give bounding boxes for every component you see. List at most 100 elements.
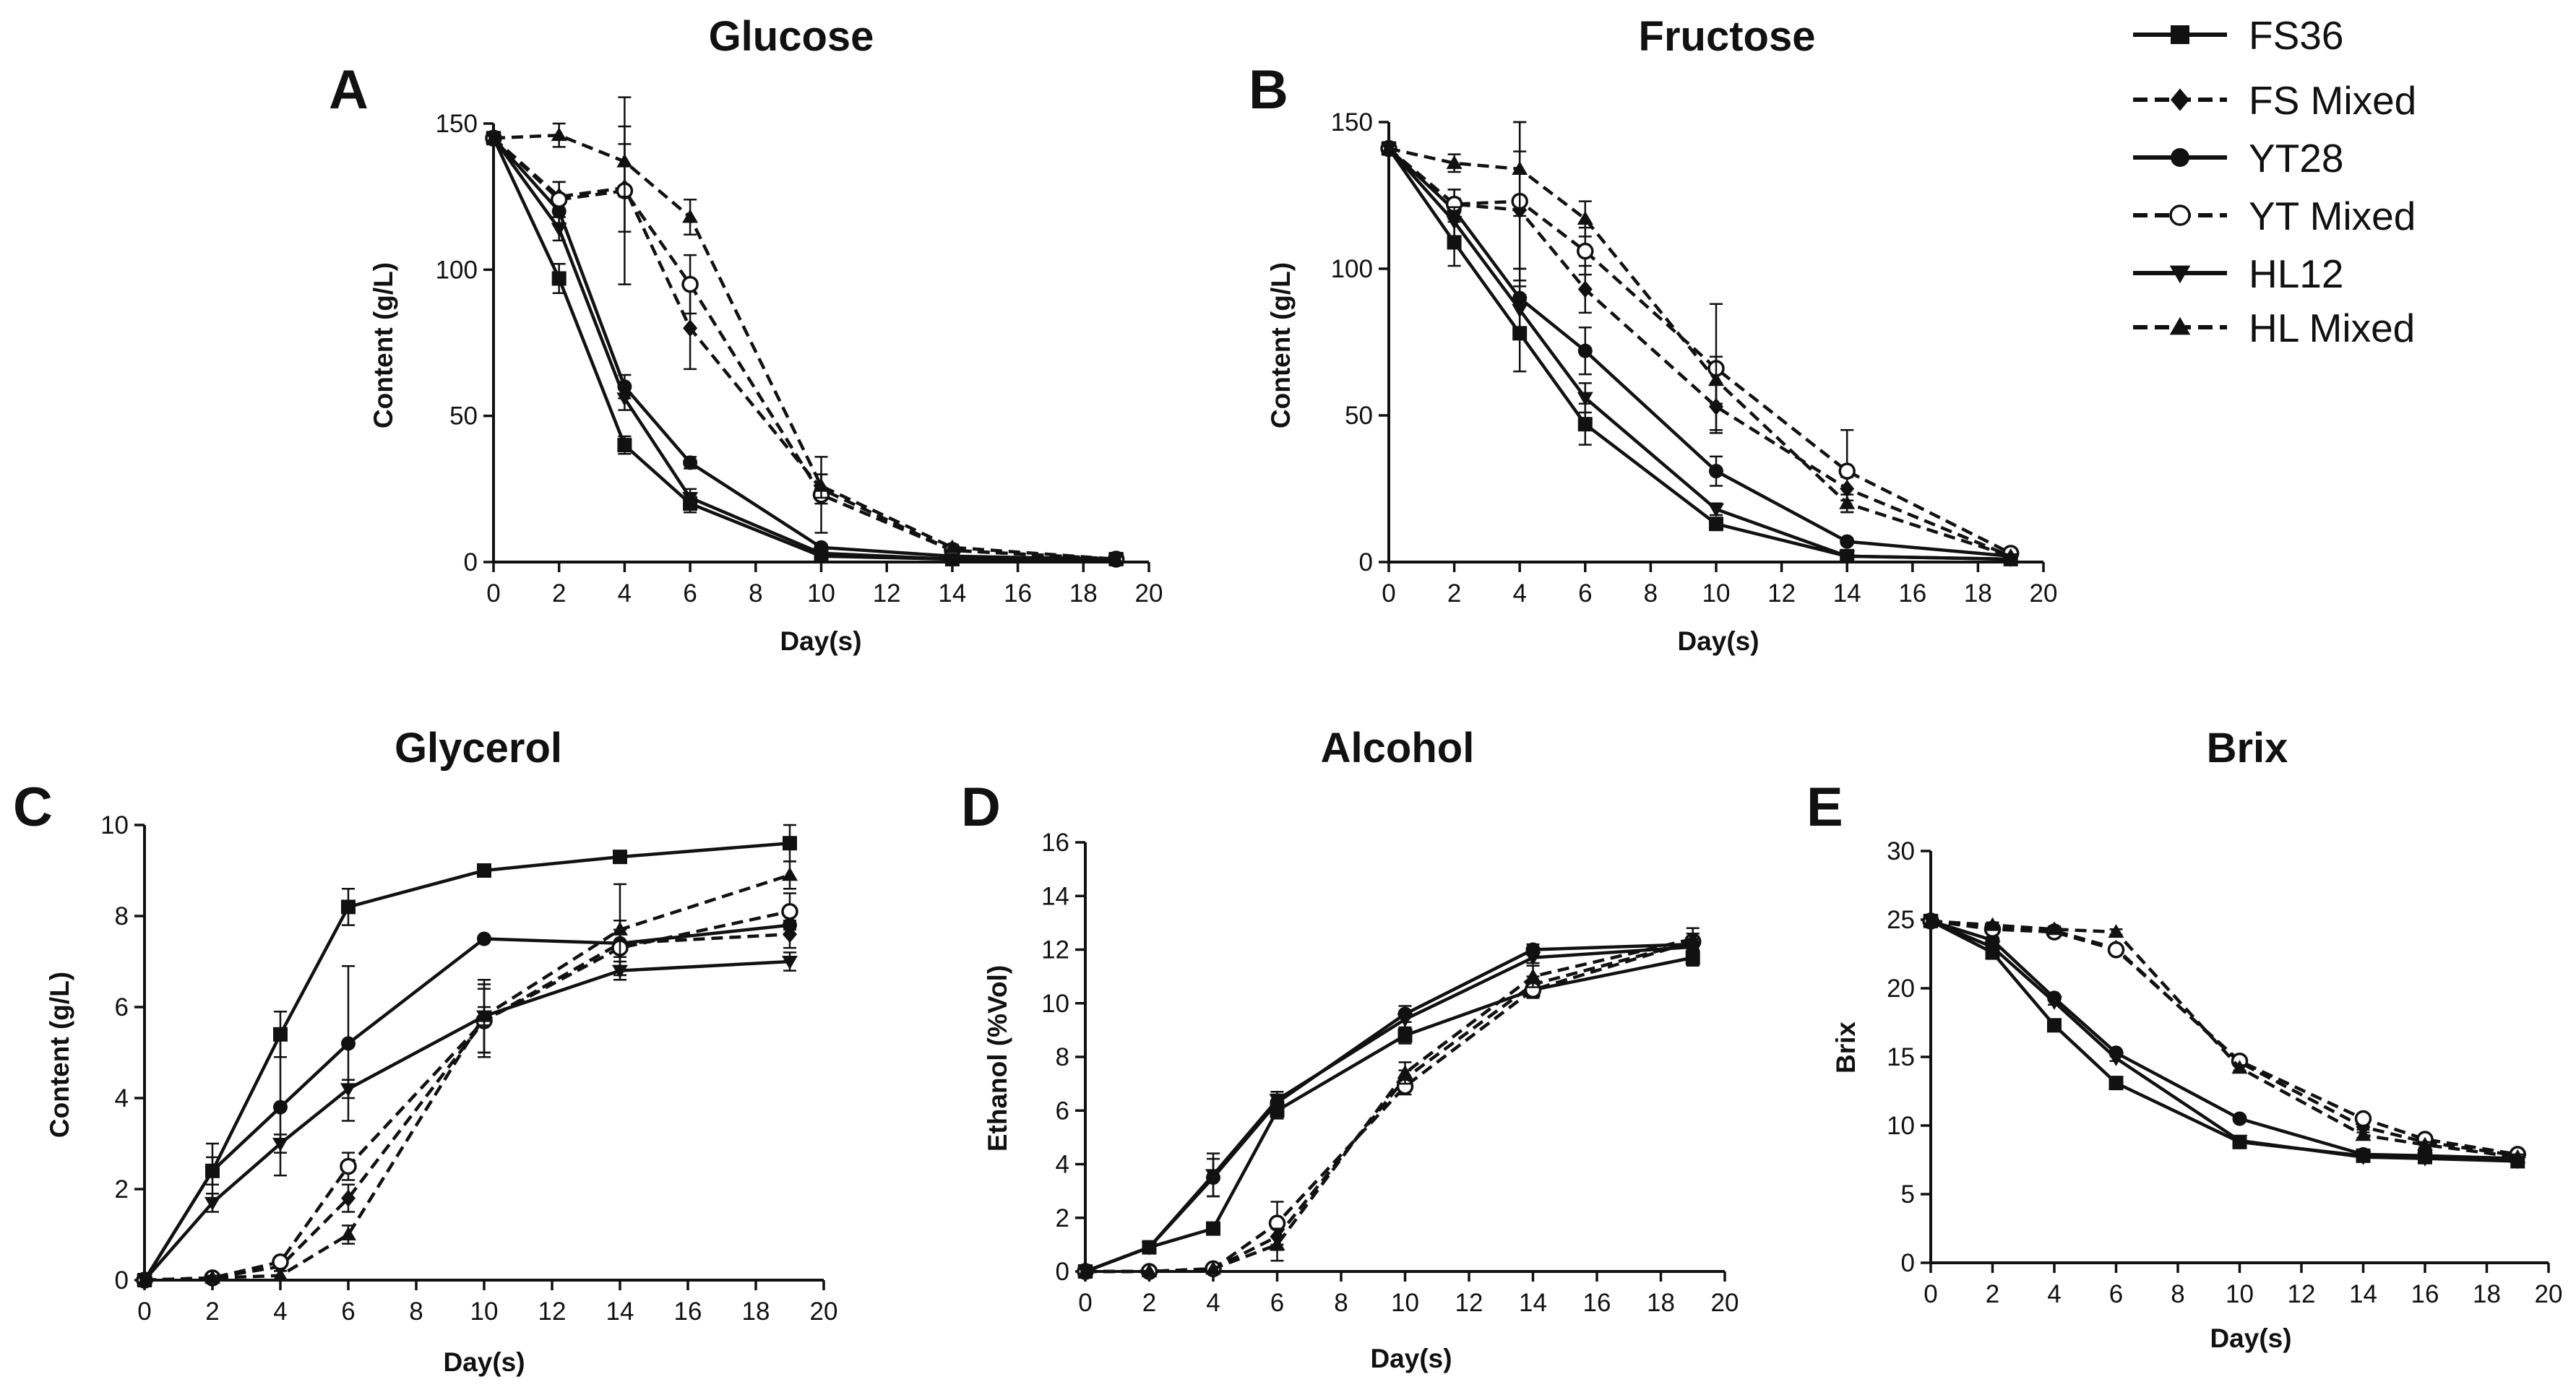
data-point — [137, 1272, 152, 1286]
data-point — [273, 1100, 288, 1115]
data-point — [476, 1008, 492, 1022]
legend-entry-fs-mixed: FS Mixed — [2133, 78, 2416, 123]
data-point — [2046, 996, 2062, 1010]
series-line — [1085, 940, 1694, 1274]
series-hl12 — [1381, 142, 2019, 567]
y-tick-label: 10 — [100, 811, 129, 839]
x-tick-label: 10 — [807, 579, 835, 608]
y-tick-label: 16 — [1041, 829, 1069, 857]
y-tick-label: 50 — [1345, 402, 1373, 430]
series-fs-mixed — [1924, 912, 2525, 1165]
series-line — [1387, 147, 2012, 555]
data-point — [1577, 343, 1593, 358]
x-tick-label: 10 — [1391, 1289, 1419, 1317]
data-point — [616, 392, 633, 407]
x-axis-label: Day(s) — [1677, 626, 1759, 656]
data-point — [477, 863, 491, 878]
series-line — [1930, 919, 2518, 1163]
data-point — [272, 1138, 288, 1152]
x-tick-label: 2 — [1986, 1280, 1999, 1308]
data-point — [782, 956, 798, 969]
y-tick-label: 0 — [115, 1266, 129, 1295]
x-tick-label: 12 — [2288, 1280, 2316, 1308]
series-hl-mixed — [137, 860, 798, 1286]
legend-entry-hl-mixed: HL Mixed — [2133, 306, 2415, 350]
x-tick-label: 18 — [742, 1297, 770, 1326]
panel-b-fructose: Fructose B Day(s) Content (g/L) 0 2 4 6 8 10 1… — [1249, 13, 2057, 656]
x-tick-label: 6 — [1578, 579, 1592, 608]
series-line — [1929, 919, 2518, 1163]
series-line — [1085, 945, 1693, 1274]
y-axis-label: Content (g/L) — [45, 972, 74, 1138]
series-line — [143, 841, 791, 1282]
chart-title: Fructose — [1639, 13, 1816, 60]
x-tick-label: 10 — [1702, 579, 1731, 608]
data-point — [551, 271, 567, 286]
panel-e-brix: Brix E Day(s) Brix 0 2 4 6 8 10 12 14 16 18 20 0 5 10… — [1806, 725, 2562, 1353]
x-tick-label: 12 — [873, 579, 901, 608]
data-point — [2046, 921, 2062, 936]
x-tick-label: 16 — [2411, 1280, 2439, 1308]
x-tick-label: 8 — [749, 579, 762, 608]
x-tick-label: 12 — [538, 1297, 567, 1326]
x-tick-label: 8 — [1644, 579, 1658, 608]
data-point — [781, 902, 798, 920]
panel-letter: C — [13, 777, 53, 838]
y-tick-label: 30 — [1887, 837, 1915, 865]
series-line — [143, 923, 791, 1282]
x-tick-label: 2 — [1142, 1289, 1156, 1317]
chart-title: Alcohol — [1321, 725, 1475, 772]
x-tick-label: 8 — [409, 1297, 423, 1326]
y-tick-label: 6 — [1056, 1097, 1069, 1125]
x-tick-label: 18 — [1647, 1289, 1675, 1317]
data-point — [1923, 912, 1939, 927]
series-fs-mixed — [137, 920, 797, 1289]
x-tick-label: 18 — [1069, 579, 1098, 608]
data-point — [2107, 941, 2125, 959]
data-point — [617, 438, 632, 453]
legend-marker-diamond — [2171, 88, 2189, 111]
data-point — [2108, 1076, 2124, 1091]
x-tick-label: 4 — [1206, 1289, 1220, 1317]
legend-entry-yt-mixed: YT Mixed — [2133, 194, 2416, 238]
data-point — [1141, 1264, 1158, 1277]
series-yt28 — [1924, 913, 2525, 1166]
series-fs36 — [137, 824, 797, 1287]
data-point — [944, 539, 960, 553]
panel-letter: D — [961, 777, 1001, 838]
data-point — [340, 1083, 356, 1097]
data-point — [341, 899, 356, 915]
data-point — [1577, 392, 1593, 406]
data-point — [682, 491, 699, 506]
series-hl-mixed — [1923, 912, 2526, 1163]
data-point — [683, 455, 698, 470]
y-tick-label: 4 — [115, 1084, 129, 1113]
data-point — [2355, 1127, 2372, 1141]
series-hl-mixed — [1077, 927, 1701, 1277]
x-tick-label: 14 — [938, 579, 966, 608]
data-point — [1108, 550, 1124, 565]
series-yt-mixed — [485, 96, 1125, 568]
data-point — [813, 547, 830, 561]
legend-label: YT28 — [2249, 136, 2343, 181]
y-tick-label: 0 — [1359, 548, 1373, 576]
data-point — [944, 553, 960, 567]
series-hl12 — [1077, 938, 1701, 1279]
data-point — [1141, 1241, 1158, 1256]
x-tick-label: 8 — [2171, 1280, 2184, 1308]
series-hl12 — [1923, 915, 2526, 1170]
x-tick-label: 0 — [1382, 579, 1395, 608]
panel-letter: E — [1806, 777, 1843, 838]
y-tick-label: 2 — [115, 1175, 129, 1204]
x-tick-label: 10 — [470, 1297, 499, 1326]
x-tick-label: 0 — [137, 1297, 151, 1326]
x-axis-label: Day(s) — [2210, 1323, 2291, 1353]
panel-c-glycerol: Glycerol C Day(s) Content (g/L) 0 2 4 6 8 10 1… — [13, 725, 837, 1377]
data-point — [1685, 950, 1700, 965]
data-point — [273, 1027, 288, 1042]
y-tick-label: 2 — [1056, 1204, 1069, 1232]
y-tick-label: 12 — [1041, 936, 1069, 964]
data-point — [2108, 924, 2124, 938]
panel-d-alcohol: Alcohol D Day(s) Ethanol (%Vol) 0 2 4 6 8 10 1… — [961, 725, 1739, 1373]
